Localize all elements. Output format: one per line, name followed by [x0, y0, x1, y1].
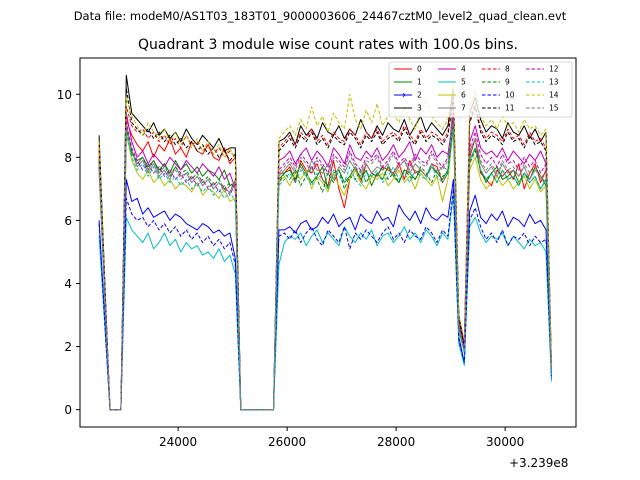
series-line-5 — [98, 194, 552, 411]
y-tick-label: 8 — [64, 151, 72, 165]
x-offset-label: +3.239e8 — [509, 456, 568, 470]
series-line-13 — [98, 128, 552, 411]
legend-label-7: 7 — [461, 104, 466, 113]
series-line-8 — [98, 93, 552, 411]
x-tick-label: 30000 — [486, 435, 524, 449]
y-tick-label: 0 — [64, 403, 72, 417]
data-file-label: Data file: modeM0/AS1T03_183T01_90000036… — [74, 9, 567, 23]
legend-label-14: 14 — [549, 91, 559, 100]
plot-frame — [79, 57, 577, 428]
series-line-11 — [98, 87, 552, 411]
legend-marker-2 — [402, 92, 406, 98]
legend-label-10: 10 — [505, 91, 515, 100]
legend-label-12: 12 — [549, 65, 559, 74]
y-tick-label: 2 — [64, 340, 72, 354]
plot-area — [98, 74, 552, 411]
y-tick-label: 4 — [64, 277, 72, 291]
legend-label-9: 9 — [505, 78, 510, 87]
legend-label-6: 6 — [461, 91, 466, 100]
legend-label-8: 8 — [505, 65, 510, 74]
legend-label-0: 0 — [417, 65, 422, 74]
series-line-12 — [98, 115, 552, 411]
series-line-15 — [98, 119, 552, 411]
legend-label-11: 11 — [505, 104, 515, 113]
x-axis: 24000 26000 28000 30000 — [159, 427, 524, 449]
legend-label-2: 2 — [417, 91, 422, 100]
legend-box — [388, 61, 573, 118]
y-tick-label: 6 — [64, 214, 72, 228]
y-tick-label: 10 — [57, 88, 72, 102]
x-tick-label: 26000 — [268, 435, 306, 449]
y-axis: 0 2 4 6 8 10 — [57, 88, 80, 417]
legend-label-15: 15 — [549, 104, 559, 113]
series-line-14 — [98, 84, 552, 411]
legend-label-4: 4 — [461, 65, 466, 74]
legend-label-1: 1 — [417, 78, 422, 87]
series-line-7 — [98, 93, 552, 411]
series-line-4 — [98, 112, 552, 411]
series-line-2 — [98, 178, 552, 411]
x-tick-label: 28000 — [377, 435, 415, 449]
series-line-6 — [98, 128, 552, 411]
series-line-0 — [98, 109, 552, 411]
legend-label-3: 3 — [417, 104, 422, 113]
series-line-10 — [98, 188, 552, 411]
x-tick-label: 24000 — [159, 435, 197, 449]
legend-label-5: 5 — [461, 78, 466, 87]
chart-title: Quadrant 3 module wise count rates with … — [138, 37, 518, 53]
legend-label-13: 13 — [549, 78, 559, 87]
